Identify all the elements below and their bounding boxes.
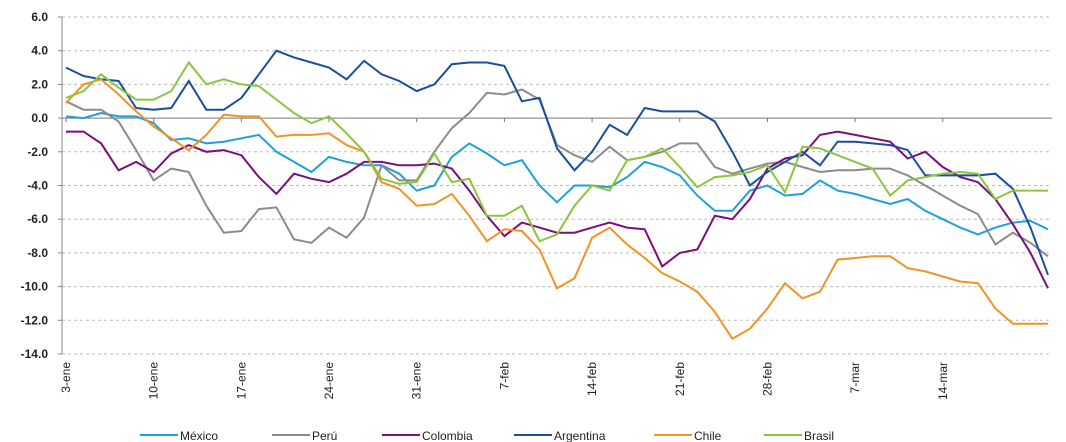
legend-label: Chile [694, 429, 722, 442]
legend-label: Colombia [422, 429, 473, 442]
y-tick-label: -14.0 [21, 347, 49, 361]
series-line [65, 78, 1048, 341]
series-line [65, 88, 1049, 258]
y-tick-label: 6.0 [31, 10, 48, 24]
y-tick-label: -10.0 [21, 280, 49, 294]
y-tick-label: -12.0 [21, 313, 49, 327]
series-line [65, 111, 1049, 236]
x-tick-label: 14-feb [585, 362, 599, 396]
series-line [66, 130, 1049, 289]
y-tick-label: -6.0 [27, 212, 48, 226]
legend-label: Brasil [804, 429, 834, 442]
x-tick-label: 17-ene [234, 362, 248, 400]
series-line [65, 60, 1048, 243]
y-tick-label: -8.0 [27, 246, 48, 260]
y-tick-label: 0.0 [31, 111, 48, 125]
legend-label: México [180, 429, 218, 442]
y-tick-label: 4.0 [31, 44, 48, 58]
y-tick-label: -4.0 [27, 179, 48, 193]
x-tick-label: 28-feb [760, 362, 774, 396]
y-tick-label: 2.0 [31, 77, 48, 91]
x-tick-label: 21-feb [673, 362, 687, 396]
series-line [65, 49, 1049, 276]
x-tick-label: 7-feb [497, 362, 511, 390]
legend-label: Argentina [554, 429, 606, 442]
x-tick-label: 24-ene [322, 362, 336, 400]
y-tick-label: -2.0 [27, 145, 48, 159]
legend-label: Perú [312, 429, 337, 442]
x-tick-label: 31-ene [410, 362, 424, 400]
x-tick-label: 7-mar [848, 362, 862, 393]
x-tick-label: 10-ene [147, 362, 161, 400]
x-tick-label: 3-ene [59, 362, 73, 393]
x-tick-label: 14-mar [936, 362, 950, 400]
